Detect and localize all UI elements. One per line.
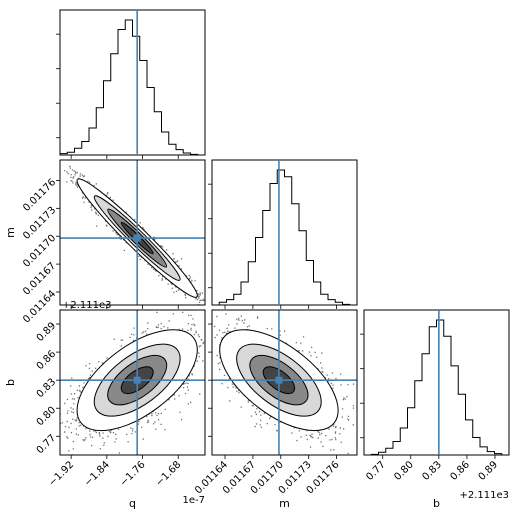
joint-m-b-truth-marker bbox=[275, 376, 283, 384]
joint-q-m-density bbox=[60, 160, 205, 305]
hist-q-frame bbox=[59, 9, 206, 156]
joint-q-m-truth-marker bbox=[133, 234, 141, 242]
joint-m-b-density bbox=[212, 310, 357, 455]
ylabel-m: m bbox=[4, 227, 17, 238]
joint-q-b-density bbox=[60, 310, 205, 455]
ytick-label-b-4: 0.89 bbox=[35, 320, 59, 344]
joint-q-b-frame bbox=[59, 309, 206, 456]
offset-label-b-x: +2.111e3 bbox=[459, 490, 509, 501]
ytick-label-b-0: 0.77 bbox=[35, 433, 59, 457]
xtick-label-b-4: 0.89 bbox=[477, 459, 501, 483]
ytick-label-b-2: 0.83 bbox=[35, 377, 59, 401]
offset-label-q: 1e-7 bbox=[183, 495, 206, 506]
hist-m-steps bbox=[212, 169, 357, 306]
joint-q-b-truth-marker bbox=[133, 376, 141, 384]
hist-b-frame bbox=[363, 309, 510, 456]
hist-b-steps bbox=[364, 319, 509, 456]
xtick-label-b-0: 0.77 bbox=[364, 459, 388, 483]
joint-q-m-frame bbox=[59, 159, 206, 306]
xtick-label-q-0: −1.92 bbox=[47, 459, 76, 488]
offset-label-b-y: +2.111e3 bbox=[62, 300, 112, 311]
xtick-label-b-1: 0.80 bbox=[392, 459, 416, 483]
ylabel-b: b bbox=[4, 379, 17, 386]
xlabel-q: q bbox=[129, 497, 136, 510]
xlabel-m: m bbox=[279, 497, 290, 510]
joint-m-b-frame bbox=[211, 309, 358, 456]
corner-panels bbox=[56, 9, 510, 459]
xtick-label-q-2: −1.76 bbox=[118, 459, 147, 488]
xtick-label-q-3: −1.68 bbox=[154, 459, 183, 488]
ytick-label-b-1: 0.80 bbox=[35, 405, 59, 429]
hist-q-steps bbox=[59, 19, 205, 156]
hist-m-frame bbox=[211, 159, 358, 306]
xtick-label-q-1: −1.84 bbox=[83, 459, 112, 488]
ytick-label-b-3: 0.86 bbox=[35, 349, 59, 373]
xtick-label-b-2: 0.83 bbox=[420, 459, 444, 483]
xlabel-b: b bbox=[433, 497, 440, 510]
xtick-label-b-3: 0.86 bbox=[449, 459, 473, 483]
